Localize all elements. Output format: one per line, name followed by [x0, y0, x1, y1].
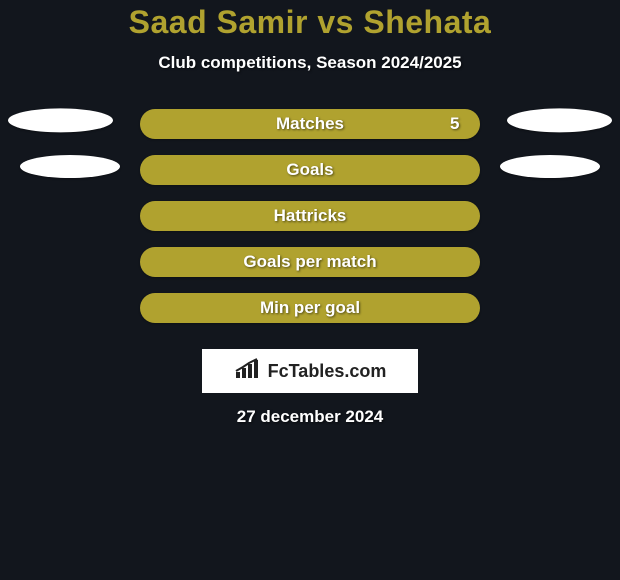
date-text: 27 december 2024: [0, 407, 620, 427]
stat-bar: Hattricks: [140, 201, 480, 231]
stat-bar: Goals per match: [140, 247, 480, 277]
chart-icon: [234, 358, 262, 385]
stat-row: Min per goal: [0, 285, 620, 331]
stat-label: Min per goal: [260, 298, 360, 318]
stat-label: Goals: [286, 160, 333, 180]
stat-row: Goals: [0, 147, 620, 193]
right-ellipse: [500, 155, 600, 178]
stat-rows: Matches 5 Goals Hattricks Goals per match Min…: [0, 101, 620, 331]
left-ellipse: [8, 108, 113, 132]
stat-label: Matches: [276, 114, 344, 134]
stat-row: Hattricks: [0, 193, 620, 239]
stat-label: Hattricks: [274, 206, 347, 226]
stat-bar: Min per goal: [140, 293, 480, 323]
right-ellipse: [507, 108, 612, 132]
subtitle: Club competitions, Season 2024/2025: [0, 53, 620, 73]
stat-label: Goals per match: [243, 252, 376, 272]
brand-text: FcTables.com: [268, 361, 387, 382]
chart-container: Saad Samir vs Shehata Club competitions,…: [0, 0, 620, 580]
left-ellipse: [20, 155, 120, 178]
stat-row: Goals per match: [0, 239, 620, 285]
page-title: Saad Samir vs Shehata: [0, 4, 620, 41]
stat-bar: Goals: [140, 155, 480, 185]
brand-badge: FcTables.com: [202, 349, 418, 393]
stat-bar: Matches 5: [140, 109, 480, 139]
stat-value: 5: [450, 114, 459, 134]
stat-row: Matches 5: [0, 101, 620, 147]
